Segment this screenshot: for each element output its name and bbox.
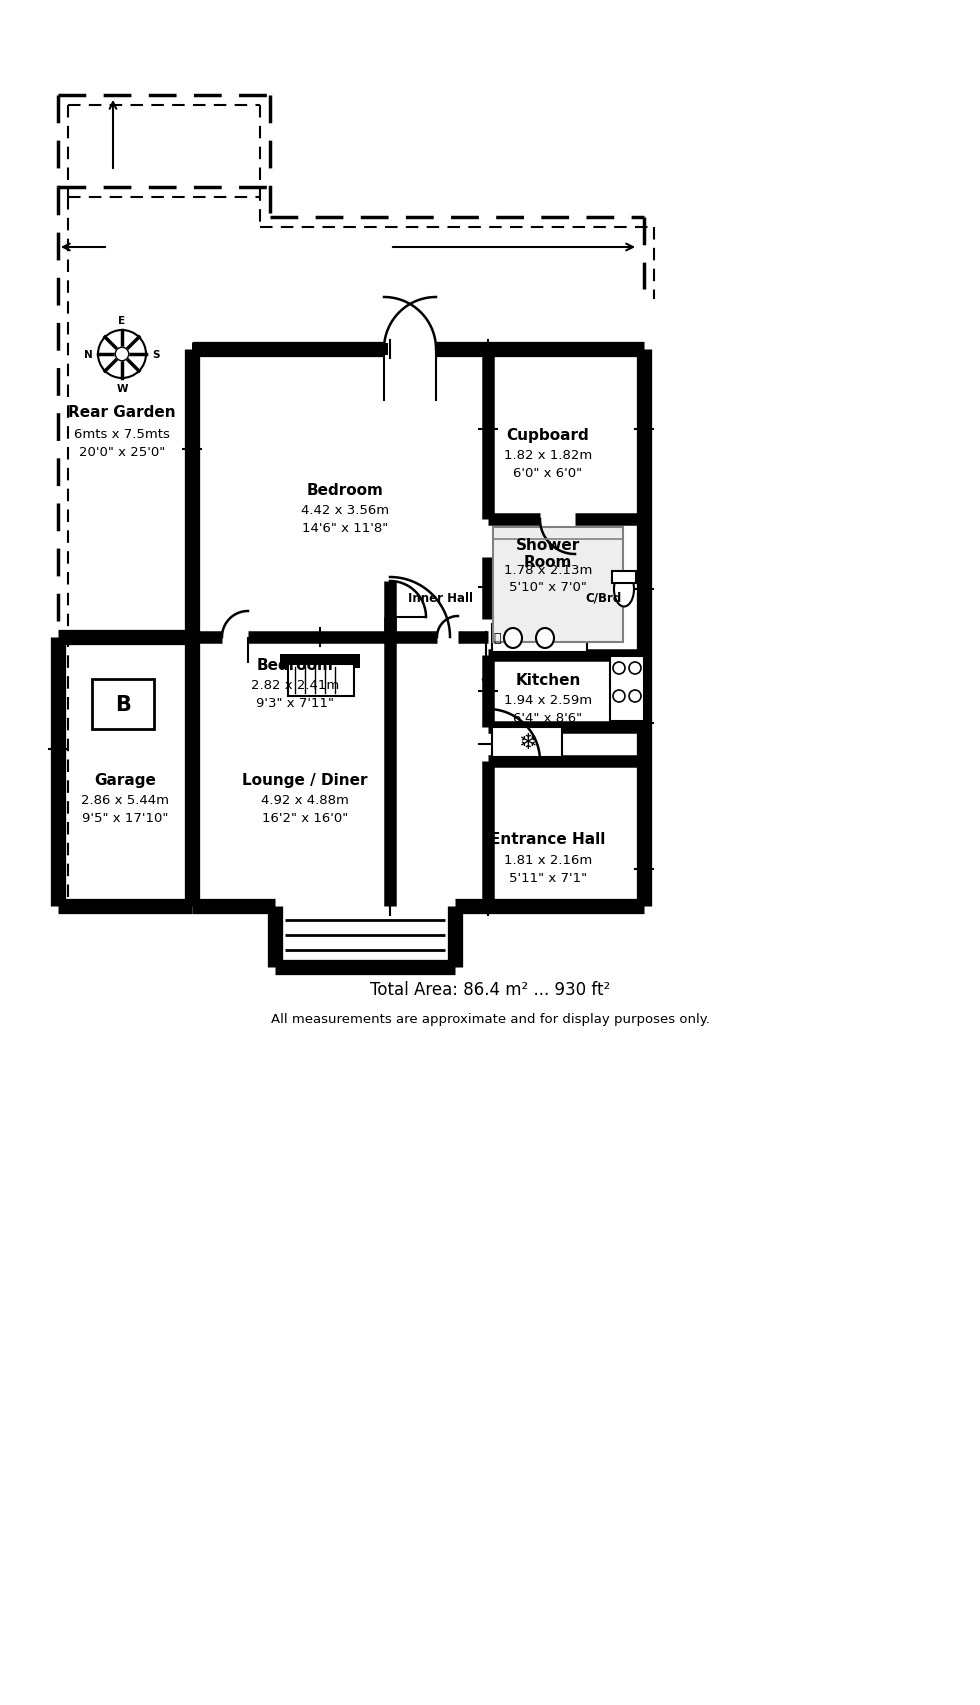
- Ellipse shape: [614, 573, 634, 607]
- Text: N: N: [83, 350, 92, 360]
- Text: W: W: [117, 384, 127, 394]
- Bar: [492, 728, 562, 757]
- Text: E: E: [119, 315, 125, 326]
- Text: 4.42 x 3.56m: 4.42 x 3.56m: [301, 503, 389, 517]
- Bar: [192, 344, 388, 356]
- Bar: [612, 571, 636, 583]
- Text: 20'0" x 25'0": 20'0" x 25'0": [78, 445, 165, 459]
- Text: 14'6" x 11'8": 14'6" x 11'8": [302, 522, 388, 534]
- Bar: [610, 656, 644, 721]
- Bar: [468, 344, 624, 356]
- Text: 1.78 x 2.13m: 1.78 x 2.13m: [504, 563, 592, 576]
- Text: 9'3" x 7'11": 9'3" x 7'11": [256, 696, 334, 709]
- Text: 1.94 x 2.59m: 1.94 x 2.59m: [504, 694, 592, 706]
- Bar: [92, 680, 154, 730]
- Text: S: S: [152, 350, 160, 360]
- Text: Room: Room: [524, 554, 572, 569]
- Bar: [488, 344, 644, 356]
- Text: Cupboard: Cupboard: [507, 428, 589, 442]
- Ellipse shape: [504, 629, 522, 648]
- Text: 2.86 x 5.44m: 2.86 x 5.44m: [81, 793, 169, 806]
- Text: Total Area: 86.4 m² ... 930 ft²: Total Area: 86.4 m² ... 930 ft²: [369, 980, 611, 999]
- Text: Inner Hall: Inner Hall: [408, 592, 472, 604]
- Text: 4.92 x 4.88m: 4.92 x 4.88m: [261, 793, 349, 806]
- Text: 6mts x 7.5mts: 6mts x 7.5mts: [74, 428, 170, 440]
- Text: C/Brd: C/Brd: [585, 592, 621, 604]
- Text: Rear Garden: Rear Garden: [69, 404, 175, 419]
- Text: 16'2" x 16'0": 16'2" x 16'0": [262, 812, 348, 824]
- Text: ❄: ❄: [517, 733, 536, 752]
- Bar: [280, 655, 360, 668]
- Text: Kitchen: Kitchen: [515, 672, 581, 687]
- Text: Bedroom: Bedroom: [307, 483, 383, 498]
- Text: 5'10" x 7'0": 5'10" x 7'0": [509, 580, 587, 593]
- Bar: [493, 527, 623, 643]
- Text: Lounge / Diner: Lounge / Diner: [242, 772, 368, 788]
- Text: 2.82 x 2.41m: 2.82 x 2.41m: [251, 679, 339, 691]
- Bar: [492, 624, 587, 653]
- Ellipse shape: [536, 629, 554, 648]
- Text: 🍷: 🍷: [493, 631, 501, 644]
- Text: 9'5" x 17'10": 9'5" x 17'10": [81, 812, 169, 824]
- Bar: [288, 665, 354, 697]
- Text: Garage: Garage: [94, 772, 156, 788]
- Circle shape: [116, 348, 128, 361]
- Text: 6'4" x 8'6": 6'4" x 8'6": [514, 711, 582, 725]
- Text: 1.81 x 2.16m: 1.81 x 2.16m: [504, 852, 592, 866]
- Text: Shower: Shower: [515, 537, 580, 552]
- Text: 5'11" x 7'1": 5'11" x 7'1": [509, 871, 587, 883]
- Text: All measurements are approximate and for display purposes only.: All measurements are approximate and for…: [270, 1013, 710, 1026]
- Text: B: B: [115, 694, 131, 714]
- Text: Bedroom: Bedroom: [257, 656, 333, 672]
- Text: Entrance Hall: Entrance Hall: [490, 832, 606, 847]
- Text: 1.82 x 1.82m: 1.82 x 1.82m: [504, 448, 592, 462]
- Text: 6'0" x 6'0": 6'0" x 6'0": [514, 465, 582, 479]
